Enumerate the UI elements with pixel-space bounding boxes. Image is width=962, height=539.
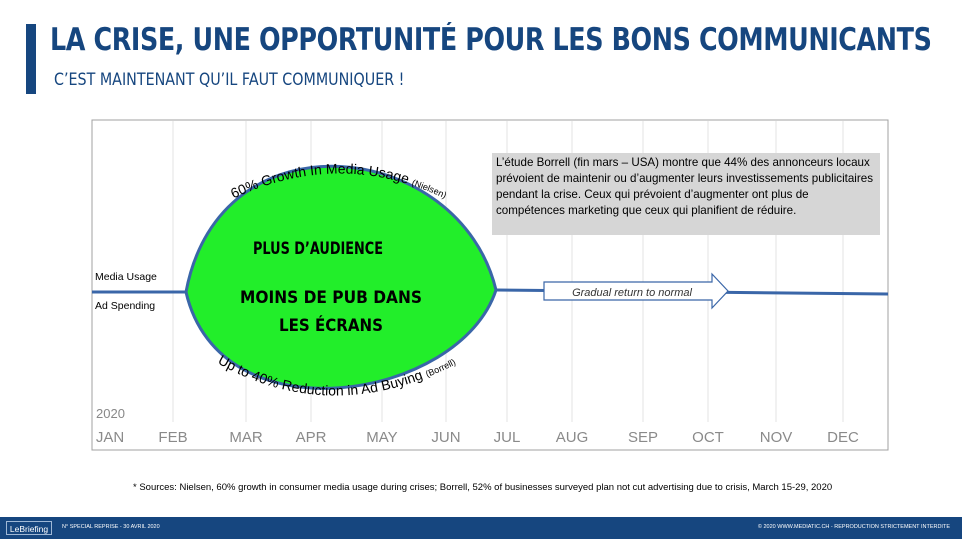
month-label-feb: FEB: [158, 429, 187, 446]
month-label-aug: AUG: [556, 429, 589, 446]
leaf-text-audience: PLUS D’AUDIENCE: [253, 239, 383, 259]
leaf-text-screens: LES ÉCRANS: [279, 314, 383, 336]
return-to-normal-arrow: [543, 272, 729, 310]
borrell-study-callout: L’étude Borrell (fin mars – USA) montre …: [492, 153, 880, 235]
arrow-label: Gradual return to normal: [572, 287, 692, 299]
footer-edition: N° SPECIAL REPRISE - 30 AVRIL 2020: [62, 524, 160, 530]
month-label-jul: JUL: [494, 429, 521, 446]
label-ad-spending: Ad Spending: [95, 300, 155, 312]
footer-copyright: © 2020 WWW.MEDIATIC.CH - REPRODUCTION ST…: [757, 524, 950, 530]
lebriefing-logo: LeBriefing: [6, 521, 52, 535]
month-axis: JAN FEB MAR APR MAY JUN JUL AUG SEP OCT NOV DEC: [96, 429, 859, 446]
label-media-usage: Media Usage: [95, 271, 157, 283]
year-label: 2020: [96, 406, 125, 421]
month-label-apr: APR: [296, 429, 327, 446]
month-label-dec: DEC: [827, 429, 859, 446]
audience-leaf: [184, 164, 498, 390]
month-label-nov: NOV: [760, 429, 793, 446]
page-title: LA CRISE, UNE OPPORTUNITÉ POUR LES BONS …: [50, 22, 932, 58]
month-label-oct: OCT: [692, 429, 724, 446]
leaf-text-less-ads: MOINS DE PUB DANS: [240, 288, 422, 308]
month-label-mar: MAR: [229, 429, 263, 446]
month-label-jan: JAN: [96, 429, 124, 446]
month-label-sep: SEP: [628, 429, 658, 446]
page-subtitle: C’EST MAINTENANT QU’IL FAUT COMMUNIQUER …: [54, 70, 405, 90]
month-label-jun: JUN: [431, 429, 460, 446]
footer-bar: LeBriefing N° SPECIAL REPRISE - 30 AVRIL…: [0, 517, 962, 539]
sources-note: * Sources: Nielsen, 60% growth in consum…: [133, 482, 833, 493]
month-label-may: MAY: [366, 429, 397, 446]
title-accent-bar: [26, 24, 36, 94]
